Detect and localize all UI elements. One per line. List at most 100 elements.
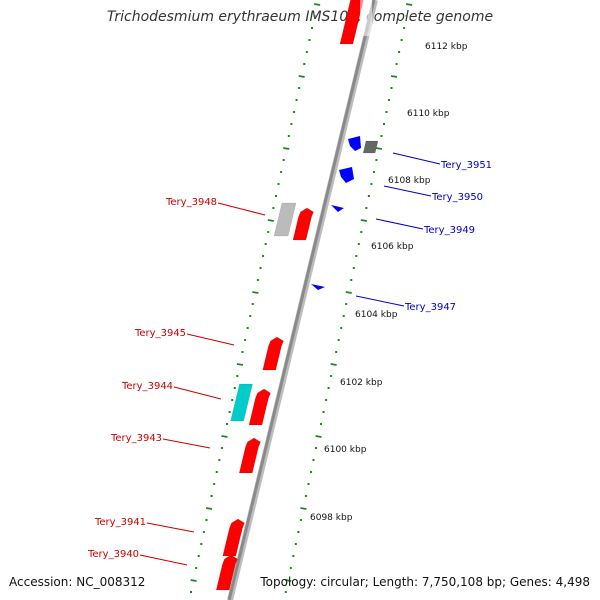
genome-summary-text: Topology: circular; Length: 7,750,108 bp… <box>260 575 590 589</box>
gene-tery-3948 <box>292 207 314 241</box>
inner-ruler-dot <box>309 471 312 473</box>
outer-ruler-dot <box>244 339 247 341</box>
outer-ruler-dot <box>231 399 234 401</box>
gene-top-highlight <box>360 0 372 36</box>
inner-ruler-dot <box>355 255 358 257</box>
outer-ruler-dot <box>313 15 316 17</box>
inner-ruler-dot <box>357 243 360 245</box>
outer-ruler-dot <box>308 39 311 41</box>
outer-ruler-dash <box>221 435 228 438</box>
gene-tery-3945 <box>262 336 284 371</box>
outer-ruler-dot <box>264 243 267 245</box>
inner-ruler-dot <box>340 327 343 329</box>
gene-tery-3947 <box>311 284 325 290</box>
outer-ruler-dot <box>310 27 313 29</box>
inner-ruler-dot <box>307 483 310 485</box>
outer-ruler-dot <box>290 123 293 125</box>
outer-ruler-dot <box>233 387 236 389</box>
inner-ruler-dash <box>360 219 367 222</box>
inner-ruler-dot <box>335 351 338 353</box>
inner-ruler-dot <box>370 183 373 185</box>
inner-ruler-dot <box>367 195 370 197</box>
outer-ruler-dots <box>190 3 321 593</box>
inner-ruler-dot <box>284 591 287 593</box>
outer-ruler-dot <box>218 459 221 461</box>
ruler-ticks: 6112 kbp 6110 kbp 6108 kbp 6106 kbp 6104 kbp… <box>310 42 468 523</box>
outer-ruler-dash <box>190 579 197 582</box>
gene-labels: Tery_3948 Tery_3945 Tery_3944 Tery_3943 Tery… <box>87 160 492 560</box>
inner-ruler-dot <box>292 555 295 557</box>
inner-ruler-dot <box>322 411 325 413</box>
tick-label-2: 6108 kbp <box>388 176 431 186</box>
outer-ruler-dot <box>256 279 259 281</box>
leader-forward-3 <box>162 438 211 449</box>
outer-ruler-dash <box>236 363 244 366</box>
leader-reverse-1 <box>383 185 432 197</box>
leader-forward-2 <box>173 386 222 400</box>
leader-reverse-3 <box>355 295 405 307</box>
gene-label-reverse: Tery_3949 <box>423 225 475 236</box>
gene-tery-3949 <box>331 205 344 212</box>
outer-ruler-dot <box>305 51 308 53</box>
outer-ruler-dot <box>200 543 203 545</box>
outer-ruler-dot <box>251 303 254 305</box>
inner-ruler-dot <box>320 423 323 425</box>
inner-ruler-dot <box>337 339 340 341</box>
gene-label-forward: Tery_3940 <box>87 549 139 560</box>
inner-ruler-dot <box>365 207 368 209</box>
outer-ruler-dot <box>246 327 249 329</box>
inner-ruler-dot <box>304 495 307 497</box>
inner-ruler-dash <box>345 291 352 294</box>
tick-label-5: 6102 kbp <box>340 378 383 388</box>
gene-tery-3940 <box>215 554 238 591</box>
outer-ruler-dash <box>298 75 305 78</box>
gene-tery-3951 <box>348 136 361 151</box>
outer-ruler-dash <box>313 3 321 6</box>
inner-ruler-dot <box>385 111 388 113</box>
inner-ruler-dot <box>382 123 385 125</box>
outer-ruler-dot <box>226 423 229 425</box>
outer-ruler-dot <box>292 111 295 113</box>
tick-label-6: 6100 kbp <box>324 445 367 455</box>
outer-ruler-dot <box>215 471 218 473</box>
outer-ruler-dot <box>303 63 306 65</box>
outer-ruler-dash <box>283 147 290 150</box>
outer-ruler-dot <box>272 207 275 209</box>
gene-label-forward: Tery_3944 <box>121 381 173 392</box>
tick-label-0: 6112 kbp <box>425 42 468 52</box>
feature-cyan-block <box>230 383 253 422</box>
gene-tery-3944-red <box>248 388 271 426</box>
leader-forward-5 <box>139 554 188 566</box>
outer-ruler-dot <box>195 567 198 569</box>
inner-ruler-dot <box>289 567 292 569</box>
outer-ruler-dot <box>277 183 280 185</box>
tick-label-1: 6110 kbp <box>407 109 450 119</box>
inner-ruler-dot <box>395 63 398 65</box>
backbone-line <box>227 0 376 600</box>
gene-label-forward: Tery_3943 <box>110 433 162 444</box>
outer-ruler-dot <box>259 267 262 269</box>
outer-ruler-dot <box>282 159 285 161</box>
inner-ruler-dot <box>330 375 333 377</box>
gene-tery-3941 <box>222 518 245 557</box>
outer-ruler-dot <box>228 411 231 413</box>
inner-ruler-dot <box>342 315 345 317</box>
outer-ruler-dot <box>280 171 283 173</box>
inner-ruler-dot <box>315 447 318 449</box>
inner-ruler-dot <box>405 15 408 17</box>
outer-ruler-dot <box>295 99 298 101</box>
inner-ruler-dot <box>398 51 401 53</box>
gene-label-reverse: Tery_3950 <box>431 192 483 203</box>
inner-ruler-dot <box>294 543 297 545</box>
genome-title: Trichodesmium erythraeum IMS101, complet… <box>106 9 494 25</box>
outer-ruler-dot <box>190 591 193 593</box>
inner-ruler-dot <box>390 87 393 89</box>
outer-ruler-dot <box>287 135 290 137</box>
outer-ruler-dash <box>252 291 259 294</box>
inner-ruler-dash <box>285 579 292 582</box>
outer-ruler-dot <box>205 519 208 521</box>
outer-ruler-dot <box>213 483 216 485</box>
outer-ruler-dot <box>267 231 270 233</box>
inner-ruler-dot <box>345 303 348 305</box>
